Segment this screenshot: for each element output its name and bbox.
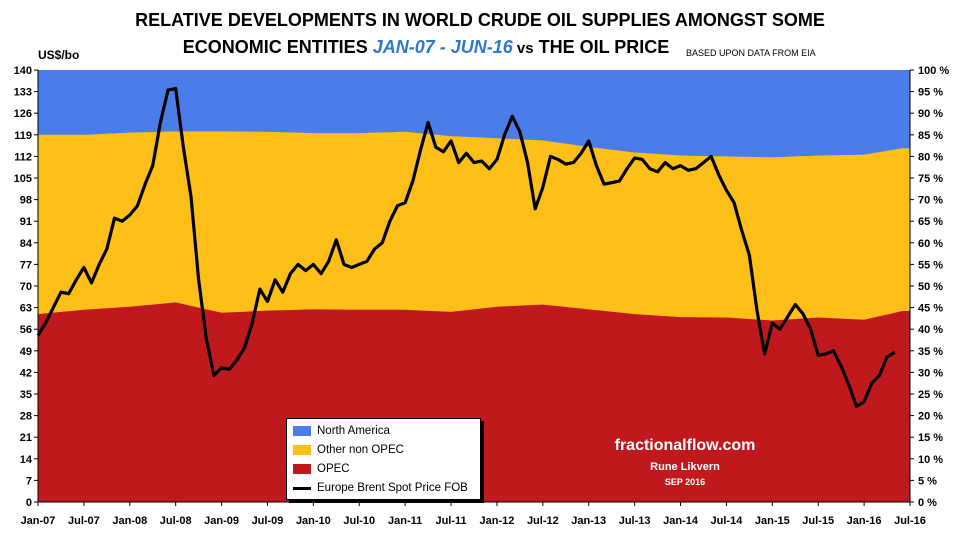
x-tick-label-Jul-09: Jul-09: [252, 515, 284, 527]
y-tick-label-left-105: 105: [14, 173, 32, 185]
y-tick-label-left-42: 42: [20, 367, 32, 379]
title-vs: vs: [512, 40, 534, 57]
y-tick-label-right-5: 5 %: [918, 475, 937, 487]
title-date-range: JAN-07 - JUN-16: [372, 37, 513, 57]
y-axis-label-left: US$/bo: [38, 48, 80, 62]
x-tick-label-Jan-12: Jan-12: [480, 515, 515, 527]
y-tick-label-left-119: 119: [14, 130, 32, 142]
y-tick-label-left-84: 84: [20, 238, 33, 250]
y-tick-label-right-65: 65 %: [918, 216, 943, 228]
y-tick-label-left-56: 56: [20, 324, 32, 336]
x-tick-label-Jul-10: Jul-10: [343, 515, 375, 527]
x-tick-label-Jan-15: Jan-15: [755, 515, 790, 527]
legend-label-brent: Europe Brent Spot Price FOB: [317, 482, 468, 494]
legend-item-other-non-opec: Other non OPEC: [293, 442, 404, 458]
y-tick-label-right-90: 90 %: [918, 108, 943, 120]
y-tick-label-left-133: 133: [14, 87, 32, 99]
legend-swatch-brent: [293, 486, 311, 490]
x-tick-label-Jan-14: Jan-14: [663, 515, 699, 527]
legend-label-opec: OPEC: [317, 463, 350, 475]
area-opec: [38, 302, 910, 502]
y-tick-label-left-140: 140: [14, 65, 32, 77]
y-tick-label-left-7: 7: [26, 475, 32, 487]
y-tick-label-left-0: 0: [26, 497, 32, 509]
source-note: BASED UPON DATA FROM EIA: [686, 48, 816, 58]
x-tick-label-Jul-08: Jul-08: [160, 515, 192, 527]
title-part-entities: ECONOMIC ENTITIES: [182, 37, 373, 57]
y-tick-label-right-50: 50 %: [918, 281, 943, 293]
x-tick-label-Jul-16: Jul-16: [894, 515, 926, 527]
y-tick-label-right-55: 55 %: [918, 259, 943, 271]
x-tick-label-Jul-15: Jul-15: [802, 515, 834, 527]
y-tick-label-right-70: 70 %: [918, 195, 943, 207]
y-tick-label-left-112: 112: [14, 151, 32, 163]
line-brent-price: [36, 86, 896, 408]
legend-label-north-america: North America: [317, 425, 390, 437]
y-tick-label-left-77: 77: [20, 259, 32, 271]
legend-label-other-non-opec: Other non OPEC: [317, 444, 404, 456]
y-tick-label-right-85: 85 %: [918, 130, 943, 142]
y-tick-label-right-10: 10 %: [918, 454, 943, 466]
y-tick-label-right-95: 95 %: [918, 87, 943, 99]
x-tick-label-Jul-14: Jul-14: [711, 515, 744, 527]
legend-item-north-america: North America: [293, 423, 390, 439]
chart-title-line2: ECONOMIC ENTITIES JAN-07 - JUN-16 vs THE…: [0, 37, 906, 58]
y-tick-label-left-14: 14: [20, 454, 33, 466]
x-tick-label-Jul-12: Jul-12: [527, 515, 559, 527]
legend-item-brent: Europe Brent Spot Price FOB: [293, 480, 468, 496]
x-tick-label-Jan-09: Jan-09: [204, 515, 239, 527]
credit-site: fractionalflow.com: [614, 437, 756, 454]
x-tick-label-Jul-11: Jul-11: [435, 515, 466, 527]
x-tick-label-Jan-07: Jan-07: [21, 515, 56, 527]
y-tick-label-right-80: 80 %: [918, 151, 943, 163]
y-tick-label-right-60: 60 %: [918, 238, 943, 250]
y-tick-label-right-75: 75 %: [918, 173, 943, 185]
y-tick-label-right-45: 45 %: [918, 303, 943, 315]
y-tick-label-right-30: 30 %: [918, 367, 943, 379]
y-tick-label-left-63: 63: [20, 303, 32, 315]
title-part-oil-price: THE OIL PRICE: [533, 37, 670, 57]
x-tick-label-Jan-08: Jan-08: [112, 515, 147, 527]
y-tick-label-left-28: 28: [20, 411, 32, 423]
y-tick-label-left-49: 49: [20, 346, 32, 358]
legend-swatch-other-non-opec: [293, 445, 311, 455]
credit-author: Rune Likvern: [650, 461, 720, 473]
x-tick-label-Jan-16: Jan-16: [847, 515, 882, 527]
credit-date: SEP 2016: [664, 477, 706, 487]
legend-item-opec: OPEC: [293, 461, 350, 477]
y-tick-label-right-20: 20 %: [918, 411, 943, 423]
y-tick-label-right-100: 100 %: [918, 65, 949, 77]
y-tick-label-right-35: 35 %: [918, 346, 943, 358]
y-tick-label-left-21: 21: [20, 432, 32, 444]
y-tick-label-right-25: 25 %: [918, 389, 943, 401]
x-tick-label-Jan-13: Jan-13: [571, 515, 606, 527]
x-tick-label-Jan-10: Jan-10: [296, 515, 331, 527]
legend: North America Other non OPEC OPEC Europe…: [286, 418, 481, 500]
y-tick-label-left-126: 126: [14, 108, 32, 120]
y-tick-label-left-98: 98: [20, 195, 32, 207]
y-tick-label-right-40: 40 %: [918, 324, 943, 336]
y-tick-label-left-35: 35: [20, 389, 32, 401]
y-tick-label-right-0: 0 %: [918, 497, 937, 509]
y-tick-label-left-70: 70: [20, 281, 32, 293]
y-tick-label-right-15: 15 %: [918, 432, 943, 444]
legend-swatch-north-america: [293, 426, 311, 436]
chart-title-line1: RELATIVE DEVELOPMENTS IN WORLD CRUDE OIL…: [135, 10, 825, 30]
x-tick-label-Jul-13: Jul-13: [619, 515, 651, 527]
y-tick-label-left-91: 91: [20, 216, 32, 228]
x-tick-label-Jan-11: Jan-11: [388, 515, 422, 527]
x-tick-label-Jul-07: Jul-07: [68, 515, 100, 527]
legend-swatch-opec: [293, 464, 311, 474]
